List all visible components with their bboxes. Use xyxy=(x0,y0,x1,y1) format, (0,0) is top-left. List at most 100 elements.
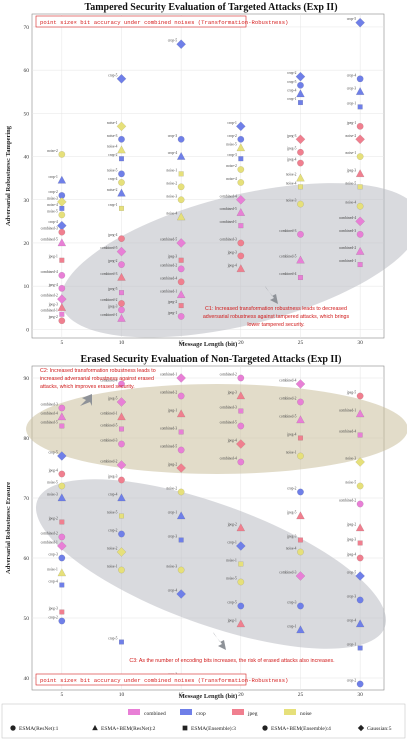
arrow-icon xyxy=(265,286,278,304)
y-tick-label: 40 xyxy=(24,155,30,161)
legend-model-label: ESMA+BEM(Ensemble):4 xyxy=(271,725,331,732)
data-point xyxy=(58,272,66,279)
data-point xyxy=(58,482,66,490)
y-tick-label: 50 xyxy=(24,111,30,117)
point-label: crop-4 xyxy=(48,580,58,584)
point-label: jpeg-5 xyxy=(286,147,296,151)
data-point xyxy=(355,87,365,95)
data-point xyxy=(177,446,185,454)
data-point xyxy=(118,530,125,538)
point-label: noise-2 xyxy=(286,173,297,177)
point-label: combined-5 xyxy=(279,415,296,419)
point-label: combined-3 xyxy=(279,571,296,575)
y-tick-label: 70 xyxy=(24,496,30,502)
data-point xyxy=(176,511,186,520)
highlight-ellipses xyxy=(60,183,407,338)
data-point xyxy=(177,488,185,496)
data-point xyxy=(59,609,65,615)
legend-model-label: ESMA+BEM(ResNet):2 xyxy=(101,725,156,732)
data-point xyxy=(356,153,364,160)
y-tick-label: 80 xyxy=(24,436,30,442)
data-point xyxy=(57,493,67,502)
data-point xyxy=(59,311,65,317)
data-point xyxy=(237,239,245,247)
point-label: noise-3 xyxy=(346,457,357,461)
point-label: noise-5 xyxy=(47,481,58,485)
point-label: noise-1 xyxy=(226,559,237,563)
point-label: jpeg-2 xyxy=(227,523,237,527)
data-point xyxy=(176,409,186,418)
data-point xyxy=(236,619,246,628)
data-point xyxy=(238,408,244,414)
point-label: combined-4 xyxy=(279,272,296,276)
x-tick-label: 15 xyxy=(178,692,184,698)
data-point xyxy=(236,439,246,449)
data-point xyxy=(356,596,364,604)
data-point xyxy=(57,303,67,311)
axis-ticks: 5 10 15 20 25 30 40 50 60 70 80 90 xyxy=(24,376,364,698)
point-label: jpeg-3 xyxy=(346,168,356,172)
legend-model-label: Gaussian:5 xyxy=(367,726,392,732)
data-point xyxy=(117,145,126,154)
data-point xyxy=(176,373,186,383)
data-point xyxy=(238,223,244,229)
x-tick-label: 20 xyxy=(238,340,244,346)
data-point xyxy=(58,404,66,412)
point-label: combined-1 xyxy=(100,412,117,416)
x-axis-label: Message Length (bit) xyxy=(179,693,238,700)
legend-marker xyxy=(182,725,188,731)
legend-marker xyxy=(357,724,365,732)
y-tick-label: 60 xyxy=(24,556,30,562)
annotation-c1-line3: lower tampered security. xyxy=(247,322,304,328)
point-label: combined-4 xyxy=(220,194,237,198)
y-tick-label: 0 xyxy=(26,327,29,333)
point-label: noise-3 xyxy=(107,134,118,138)
point-label: crop-3 xyxy=(48,553,58,557)
point-label: jpeg-5 xyxy=(346,391,356,395)
point-label: jpeg-4 xyxy=(48,283,58,287)
point-label: noise-3 xyxy=(47,196,58,200)
data-point xyxy=(116,246,127,257)
point-label: crop-4 xyxy=(108,493,118,497)
data-point xyxy=(296,511,305,520)
data-point xyxy=(356,482,364,490)
point-label: combined-5 xyxy=(100,246,117,250)
point-label: combined-1 xyxy=(41,309,58,313)
legend-model-label: ESMA(ResNet):1 xyxy=(19,725,59,732)
data-point xyxy=(58,554,66,562)
point-label: combined-2 xyxy=(100,460,117,464)
point-label: crop-3 xyxy=(287,601,297,605)
data-point xyxy=(355,216,365,227)
point-label: noise-3 xyxy=(286,199,297,203)
x-tick-label: 25 xyxy=(298,340,304,346)
point-label: combined-3 xyxy=(100,272,117,276)
point-label: combined-1 xyxy=(339,259,356,263)
x-tick-label: 30 xyxy=(357,340,363,346)
point-label: crop-4 xyxy=(168,151,178,155)
data-point xyxy=(119,426,124,432)
data-point xyxy=(357,432,363,438)
point-label: crop-5 xyxy=(108,73,118,77)
point-label: combined-2 xyxy=(220,373,237,377)
point-label: combined-3 xyxy=(41,403,58,407)
data-point xyxy=(118,306,125,314)
data-point xyxy=(356,392,364,400)
point-label: jpeg-3 xyxy=(346,538,356,542)
size-note: point size∝ bit accuracy under combined … xyxy=(40,19,288,26)
point-label: crop-1 xyxy=(227,541,237,545)
point-label: jpeg-1 xyxy=(227,619,237,623)
point-label: combined-3 xyxy=(220,237,237,241)
data-point xyxy=(238,561,244,567)
annotation-c2-line1: C2: Increased transformation robustness … xyxy=(40,368,156,374)
point-label: combined-4 xyxy=(41,270,58,274)
data-point xyxy=(295,379,306,389)
data-point xyxy=(178,257,184,263)
point-label: combined-1 xyxy=(100,313,117,317)
data-point xyxy=(176,589,186,599)
y-tick-label: 40 xyxy=(24,676,30,682)
arrow-icon xyxy=(80,394,92,406)
data-point xyxy=(176,212,186,221)
data-point xyxy=(117,493,126,502)
data-point xyxy=(237,422,245,430)
point-label: crop-2 xyxy=(287,71,297,75)
